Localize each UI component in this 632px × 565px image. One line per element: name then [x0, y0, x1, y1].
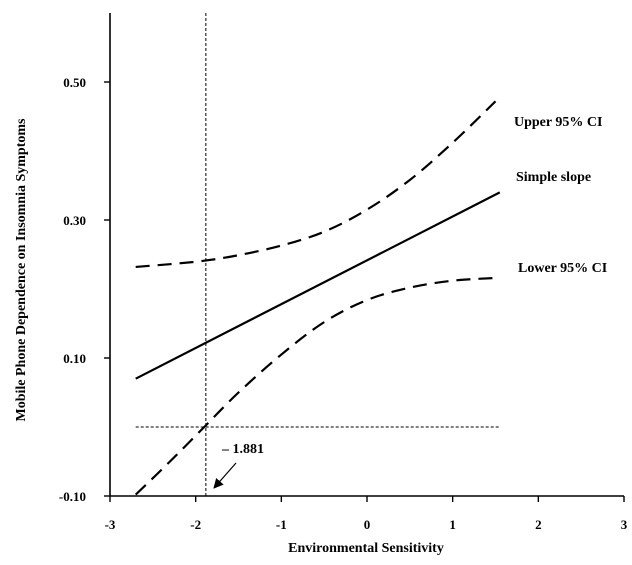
y-tick-label: 0.30	[63, 213, 86, 228]
y-tick-label: 0.50	[63, 75, 86, 90]
lower-ci-line	[134, 276, 496, 496]
y-axis-title: Mobile Phone Dependence on Insomnia Symp…	[14, 118, 29, 422]
y-tick-label: -0.10	[59, 489, 86, 504]
upper-ci-label: Upper 95% CI	[514, 115, 602, 130]
x-tick-label: 1	[449, 517, 456, 532]
upper-ci-line	[135, 100, 497, 269]
crossover-value-label: – 1.881	[221, 442, 264, 457]
simple-slope-label: Simple slope	[516, 170, 591, 185]
x-tick-label: 0	[364, 517, 371, 532]
plot-lines	[134, 13, 501, 496]
x-axis-title: Environmental Sensitivity	[288, 541, 444, 556]
y-tick-label: 0.10	[63, 351, 86, 366]
y-ticks: -0.10 0.10 0.30 0.50	[59, 75, 110, 504]
x-tick-label: -1	[276, 517, 287, 532]
lower-ci-label: Lower 95% CI	[518, 261, 607, 276]
simple-slope-line	[135, 191, 501, 380]
x-tick-label: 2	[535, 517, 542, 532]
crossover-arrow	[213, 462, 237, 489]
x-tick-label: -3	[105, 517, 116, 532]
x-ticks: -3 -2 -1 0 1 2 3	[105, 496, 628, 532]
x-tick-label: 3	[621, 517, 628, 532]
x-tick-label: -2	[190, 517, 201, 532]
